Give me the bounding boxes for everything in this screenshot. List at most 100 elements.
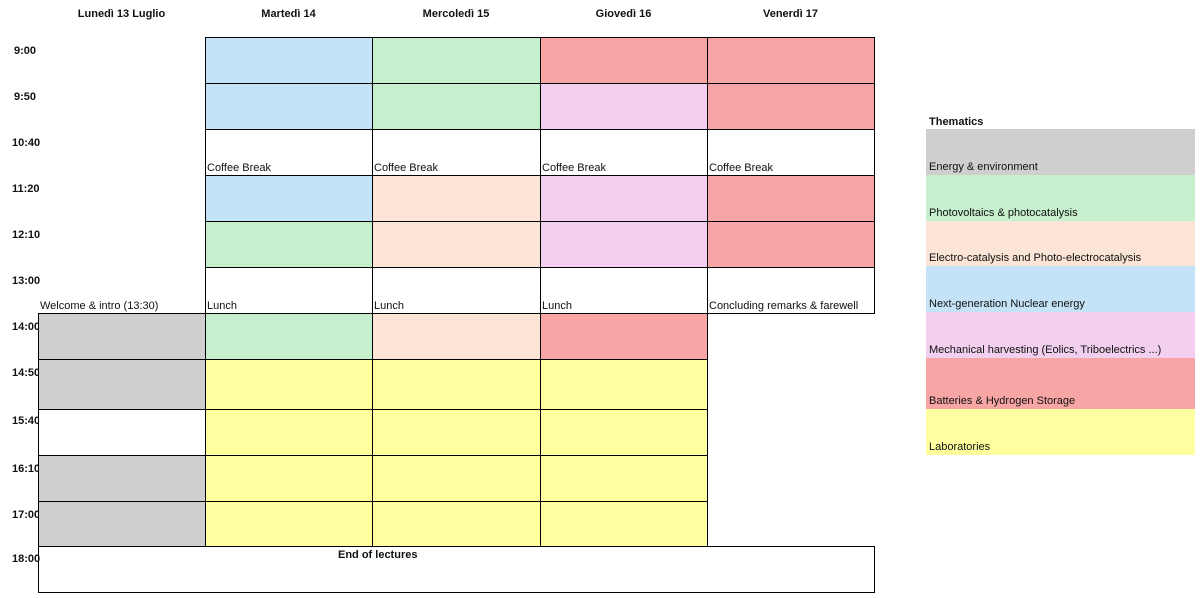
time-label: 10:40 xyxy=(12,137,41,149)
end-of-lectures-label: End of lectures xyxy=(338,549,418,561)
slot-mon-6 xyxy=(38,313,205,359)
slot-wed-2 xyxy=(372,129,540,175)
time-label: 15:40 xyxy=(12,415,41,427)
grid-line xyxy=(205,267,874,268)
slot-fri-0 xyxy=(707,37,874,83)
lunch-label: Lunch xyxy=(374,300,404,312)
grid-line xyxy=(372,313,373,547)
slot-tue-5 xyxy=(205,267,372,313)
slot-wed-9 xyxy=(372,455,540,501)
slot-fri-2 xyxy=(707,129,874,175)
time-label: 11:20 xyxy=(12,183,40,195)
day-header-wed: Mercoledì 15 xyxy=(422,8,490,20)
legend-swatch-electro_catalysis xyxy=(926,221,1195,266)
slot-thu-10 xyxy=(540,501,707,546)
slot-tue-9 xyxy=(205,455,372,501)
grid-line xyxy=(205,37,206,314)
slot-tue-2 xyxy=(205,129,372,175)
grid-line xyxy=(205,313,206,547)
coffee-break-label: Coffee Break xyxy=(542,162,607,174)
slot-thu-3 xyxy=(540,175,707,221)
slot-tue-3 xyxy=(205,175,372,221)
grid-line xyxy=(707,313,708,547)
grid-line xyxy=(38,592,874,593)
slot-wed-7 xyxy=(372,359,540,409)
legend-label: Mechanical harvesting (Eolics, Triboelec… xyxy=(929,344,1162,356)
grid-line xyxy=(205,37,874,38)
legend-label: Energy & environment xyxy=(929,161,1038,173)
slot-thu-0 xyxy=(540,37,707,83)
legend-swatch-energy_environment xyxy=(926,129,1195,175)
slot-wed-4 xyxy=(372,221,540,267)
slot-tue-6 xyxy=(205,313,372,359)
grid-line xyxy=(874,546,875,593)
grid-line xyxy=(38,313,39,547)
time-label: 16:10 xyxy=(12,463,41,475)
slot-wed-0 xyxy=(372,37,540,83)
time-label: 9:50 xyxy=(13,91,37,103)
time-label: 13:00 xyxy=(12,275,41,287)
slot-thu-2 xyxy=(540,129,707,175)
grid-line xyxy=(707,37,708,314)
slot-mon-10 xyxy=(38,501,205,546)
slot-thu-8 xyxy=(540,409,707,455)
legend-swatch-photovoltaics xyxy=(926,175,1195,221)
welcome-label: Welcome & intro (13:30) xyxy=(40,300,159,312)
slot-tue-1 xyxy=(205,83,372,129)
slot-thu-5 xyxy=(540,267,707,313)
legend-swatch-batteries xyxy=(926,358,1195,409)
time-label: 12:10 xyxy=(12,229,41,241)
slot-tue-0 xyxy=(205,37,372,83)
lunch-label: Lunch xyxy=(207,300,237,312)
legend-swatch-mechanical_harvesting xyxy=(926,312,1195,358)
grid-line xyxy=(38,546,874,547)
legend-label: Photovoltaics & photocatalysis xyxy=(929,207,1078,219)
slot-thu-6 xyxy=(540,313,707,359)
slot-tue-4 xyxy=(205,221,372,267)
slot-thu-4 xyxy=(540,221,707,267)
slot-wed-5 xyxy=(372,267,540,313)
grid-line xyxy=(38,546,39,593)
day-header-tue: Martedì 14 xyxy=(261,8,316,20)
coffee-break-label: Coffee Break xyxy=(207,162,272,174)
lunch-label: Lunch xyxy=(542,300,572,312)
legend-swatch-nuclear xyxy=(926,266,1195,312)
slot-mon-7 xyxy=(38,359,205,409)
coffee-break-label: Coffee Break xyxy=(709,162,774,174)
grid-line xyxy=(372,37,373,314)
concluding-remarks-label: Concluding remarks & farewell xyxy=(709,300,859,312)
grid-line xyxy=(205,129,874,130)
grid-line xyxy=(540,313,541,547)
time-label: 14:50 xyxy=(12,367,41,379)
slot-tue-8 xyxy=(205,409,372,455)
grid-line xyxy=(540,37,541,314)
slot-fri-1 xyxy=(707,83,874,129)
legend-label: Batteries & Hydrogen Storage xyxy=(929,395,1076,407)
slot-fri-3 xyxy=(707,175,874,221)
slot-tue-7 xyxy=(205,359,372,409)
coffee-break-label: Coffee Break xyxy=(374,162,439,174)
slot-thu-1 xyxy=(540,83,707,129)
grid-line xyxy=(205,175,874,176)
slot-fri-4 xyxy=(707,221,874,267)
slot-wed-1 xyxy=(372,83,540,129)
slot-wed-10 xyxy=(372,501,540,546)
slot-wed-8 xyxy=(372,409,540,455)
legend-label: Electro-catalysis and Photo-electrocatal… xyxy=(929,252,1142,264)
time-label: 9:00 xyxy=(13,45,37,57)
legend-swatch-laboratories xyxy=(926,409,1195,455)
legend-title: Thematics xyxy=(929,116,984,128)
time-label: 14:00 xyxy=(12,321,41,333)
grid-line xyxy=(874,37,875,314)
grid-line xyxy=(205,83,874,84)
legend-label: Next-generation Nuclear energy xyxy=(929,298,1085,310)
slot-wed-3 xyxy=(372,175,540,221)
day-header-thu: Giovedì 16 xyxy=(595,8,652,20)
slot-wed-6 xyxy=(372,313,540,359)
time-label: 17:00 xyxy=(12,509,41,521)
slot-thu-7 xyxy=(540,359,707,409)
day-header-fri: Venerdì 17 xyxy=(762,8,819,20)
day-header-mon: Lunedì 13 Luglio xyxy=(77,8,166,20)
grid-line xyxy=(205,221,874,222)
slot-mon-9 xyxy=(38,455,205,501)
